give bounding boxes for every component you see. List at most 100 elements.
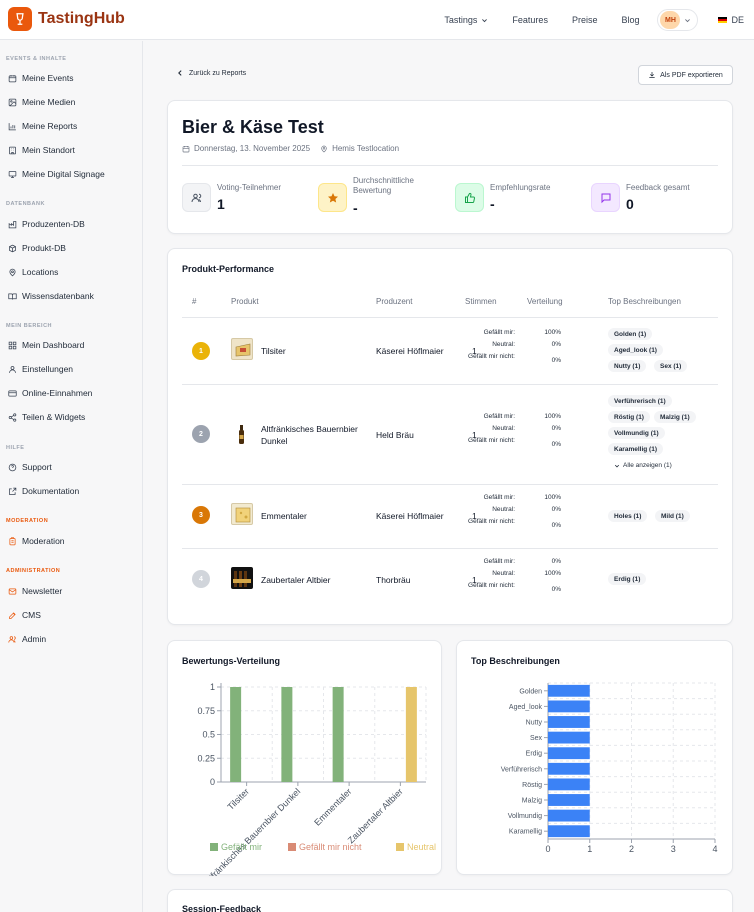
rank-badge: 1 xyxy=(192,342,210,360)
sidebar-item-teilen-widgets[interactable]: Teilen & Widgets xyxy=(8,410,85,424)
sidebar-section-title: EVENTS & INHALTE xyxy=(6,56,67,62)
sidebar-item-label: Mein Standort xyxy=(22,145,75,155)
description-tag: Nutty (1) xyxy=(608,360,647,372)
export-pdf-button[interactable]: Als PDF exportieren xyxy=(638,65,733,85)
dist-label: Gefällt mir: xyxy=(483,558,515,565)
back-to-reports-link[interactable]: Zurück zu Reports xyxy=(176,69,246,77)
producer-name: Käserei Höflmaier xyxy=(376,346,444,356)
sidebar-item-label: Meine Digital Signage xyxy=(22,169,105,179)
clipboard-icon xyxy=(9,536,16,545)
bar-chart-icon xyxy=(8,122,16,130)
y-tick-label: Vollmundig xyxy=(508,813,542,820)
sidebar-item-admin[interactable]: Admin xyxy=(8,632,46,646)
sidebar-item-meine-digital-signage[interactable]: Meine Digital Signage xyxy=(8,167,105,181)
vote-count: 1 xyxy=(472,575,477,585)
users-icon xyxy=(182,183,211,212)
bar xyxy=(281,687,293,782)
product-name: Altfränkisches Bauernbier Dunkel xyxy=(261,424,358,446)
y-tick-label: Verführerisch xyxy=(501,766,542,773)
nav-blog[interactable]: Blog xyxy=(621,15,640,25)
sidebar-item-online-einnahmen[interactable]: Online-Einnahmen xyxy=(8,386,92,400)
bar xyxy=(548,716,590,728)
sidebar-item-dokumentation[interactable]: Dokumentation xyxy=(8,484,79,498)
chevron-down-icon xyxy=(614,464,620,467)
bar xyxy=(548,778,590,791)
user-icon xyxy=(9,365,16,373)
vote-count: 1 xyxy=(472,430,477,440)
credit-card-icon xyxy=(8,390,17,396)
legend-swatch xyxy=(396,843,404,851)
description-tag: Golden (1) xyxy=(608,328,653,340)
product-thumbnail xyxy=(231,567,253,589)
sidebar-item-einstellungen[interactable]: Einstellungen xyxy=(8,362,73,376)
stat-value: - xyxy=(490,196,495,212)
app-logo[interactable]: TastingHub xyxy=(8,7,125,31)
sidebar-item-meine-events[interactable]: Meine Events xyxy=(8,71,74,85)
mail-icon xyxy=(8,588,17,594)
y-tick-label: Erdig xyxy=(526,751,542,758)
stat-label: Feedback gesamt xyxy=(626,183,690,192)
stat-value: 1 xyxy=(217,196,225,212)
language-label: DE xyxy=(731,15,744,25)
language-switcher[interactable]: DE xyxy=(718,15,744,25)
dashboard-icon xyxy=(8,341,17,349)
sidebar-item-label: Online-Einnahmen xyxy=(22,388,93,398)
sidebar-item-meine-medien[interactable]: Meine Medien xyxy=(8,95,75,109)
y-tick-label: Golden xyxy=(519,688,542,695)
nav-features[interactable]: Features xyxy=(512,15,548,25)
sidebar-item-label: Mein Dashboard xyxy=(22,340,85,350)
page-title: Bier & Käse Test xyxy=(182,117,324,137)
y-tick-label: Nutty xyxy=(526,720,543,727)
sidebar-item-produzenten-db[interactable]: Produzenten-DB xyxy=(8,217,85,231)
user-menu[interactable]: MH xyxy=(657,9,699,31)
event-meta: Donnerstag, 13. November 2025 Hemis Test… xyxy=(182,144,399,153)
sidebar-item-mein-standort[interactable]: Mein Standort xyxy=(8,143,75,157)
divider xyxy=(182,548,718,549)
nav-tastings-label: Tastings xyxy=(444,15,478,25)
producer-name: Thorbräu xyxy=(376,575,411,585)
legend-swatch xyxy=(288,843,296,851)
dist-label: Gefällt mir: xyxy=(483,413,515,420)
nav-tastings[interactable]: Tastings xyxy=(444,15,488,25)
message-square-icon xyxy=(591,183,620,212)
sidebar-item-label: Newsletter xyxy=(22,586,63,596)
package-icon xyxy=(9,244,16,252)
sidebar-item-produkt-db[interactable]: Produkt-DB xyxy=(8,241,66,255)
bar xyxy=(548,825,590,838)
sidebar-item-label: Locations xyxy=(22,267,59,277)
x-tick-label: Altfränkisches Bauernbier Dunkel xyxy=(201,786,302,876)
legend-label: Gefällt mir nicht xyxy=(299,842,362,852)
sidebar-item-label: Produzenten-DB xyxy=(22,219,85,229)
sidebar-item-label: Wissensdatenbank xyxy=(22,291,94,301)
sidebar-item-label: Moderation xyxy=(22,536,65,546)
dist-value: 0% xyxy=(551,586,561,593)
sidebar-item-cms[interactable]: CMS xyxy=(8,608,41,622)
sidebar-item-mein-dashboard[interactable]: Mein Dashboard xyxy=(8,338,84,352)
edit-icon xyxy=(9,611,16,619)
sidebar-item-newsletter[interactable]: Newsletter xyxy=(8,584,62,598)
y-tick-label: 0.25 xyxy=(197,753,215,763)
x-tick-label: 0 xyxy=(545,844,550,854)
sidebar-item-label: Dokumentation xyxy=(22,486,80,496)
sidebar-item-moderation[interactable]: Moderation xyxy=(8,534,65,548)
show-all-button[interactable]: Alle anzeigen (1) xyxy=(614,462,672,469)
sidebar-item-locations[interactable]: Locations xyxy=(8,265,58,279)
dist-value: 0% xyxy=(551,558,561,565)
sidebar-item-support[interactable]: Support xyxy=(8,460,52,474)
sidebar-item-label: Meine Reports xyxy=(22,121,78,131)
bar xyxy=(548,762,590,775)
sidebar-item-wissensdatenbank[interactable]: Wissensdatenbank xyxy=(8,289,94,303)
divider xyxy=(182,165,718,166)
sidebar-item-label: Support xyxy=(22,462,52,472)
dist-label: Gefällt mir: xyxy=(483,494,515,501)
column-header: Top Beschreibungen xyxy=(608,297,681,306)
nav-preise[interactable]: Preise xyxy=(571,15,598,25)
sidebar-item-meine-reports[interactable]: Meine Reports xyxy=(8,119,77,133)
x-tick-label: 1 xyxy=(587,844,592,854)
event-date: Donnerstag, 13. November 2025 xyxy=(194,144,311,153)
legend-label: Gefällt mir xyxy=(221,842,262,852)
description-tag: Malzig (1) xyxy=(654,411,696,423)
help-circle-icon xyxy=(8,463,17,471)
description-tag: Erdig (1) xyxy=(608,573,647,585)
description-tag: Sex (1) xyxy=(654,360,688,372)
